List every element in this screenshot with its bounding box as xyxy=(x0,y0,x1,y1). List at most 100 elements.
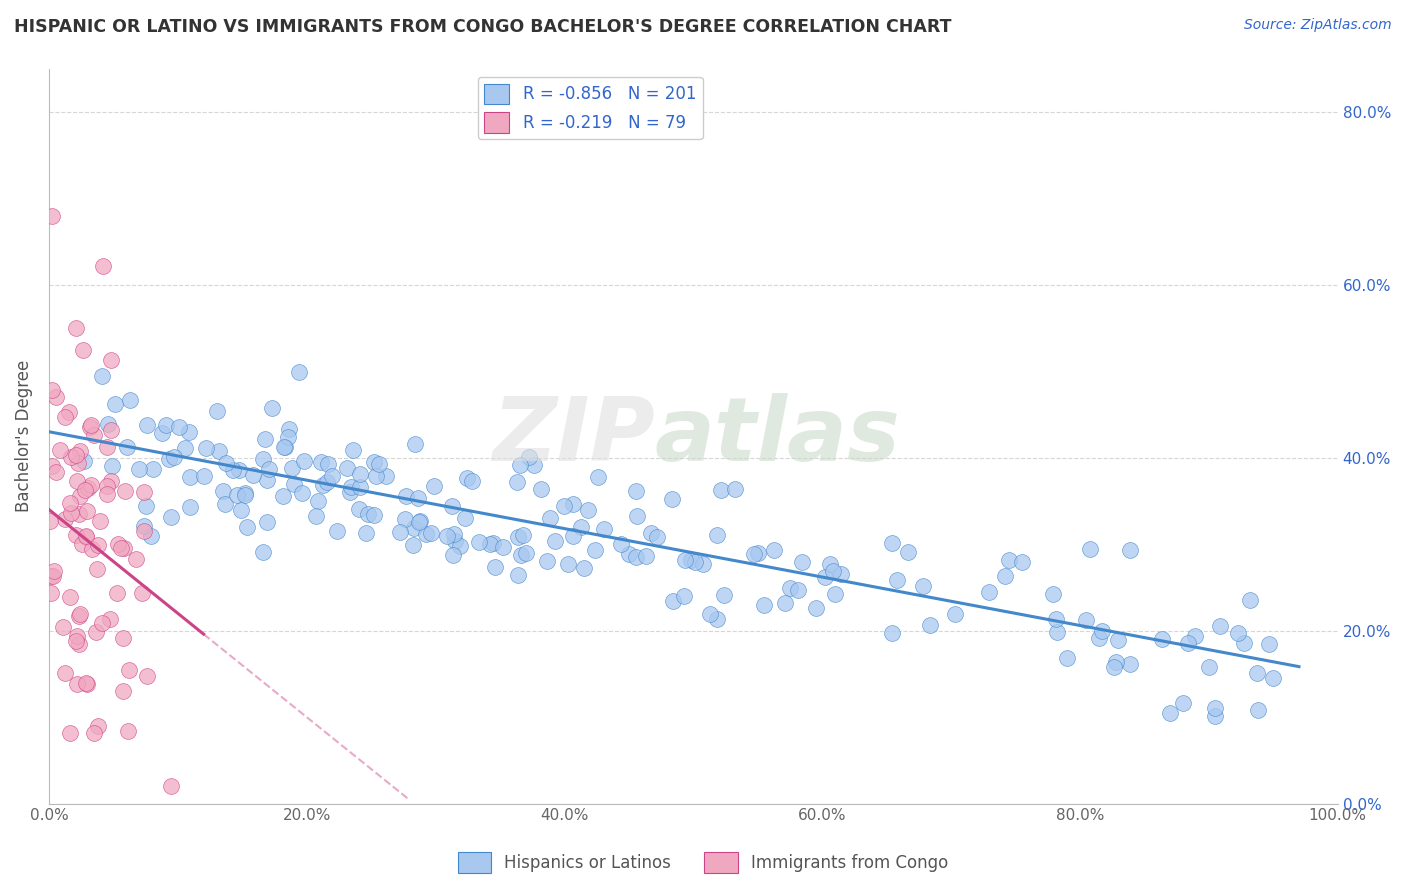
Point xyxy=(67,637,90,651)
Point xyxy=(70,537,93,551)
Point xyxy=(110,541,132,555)
Y-axis label: Bachelor's Degree: Bachelor's Degree xyxy=(15,360,32,512)
Legend: R = -0.856   N = 201, R = -0.219   N = 79: R = -0.856 N = 201, R = -0.219 N = 79 xyxy=(478,77,703,139)
Point xyxy=(111,631,134,645)
Point xyxy=(157,451,180,466)
Point xyxy=(316,475,339,490)
Point xyxy=(93,259,115,273)
Point xyxy=(742,548,765,562)
Point xyxy=(100,474,122,488)
Point xyxy=(107,585,129,599)
Point xyxy=(49,443,72,458)
Point xyxy=(882,536,904,550)
Point xyxy=(1074,613,1097,627)
Point xyxy=(1088,632,1111,646)
Point xyxy=(41,209,63,223)
Point xyxy=(752,598,775,612)
Point xyxy=(260,401,283,416)
Point xyxy=(1102,660,1125,674)
Point xyxy=(506,475,529,489)
Point xyxy=(943,607,966,622)
Point xyxy=(1011,555,1033,569)
Point xyxy=(271,489,294,503)
Point xyxy=(349,467,371,481)
Point xyxy=(59,590,82,604)
Point xyxy=(481,536,503,550)
Point xyxy=(42,565,65,579)
Point xyxy=(395,489,418,503)
Point xyxy=(453,511,475,525)
Point xyxy=(233,488,256,502)
Point xyxy=(389,524,412,539)
Point xyxy=(1119,543,1142,558)
Point xyxy=(1119,657,1142,671)
Point xyxy=(1078,541,1101,556)
Point xyxy=(523,458,546,472)
Point xyxy=(75,676,97,690)
Point xyxy=(814,570,837,584)
Point xyxy=(98,612,121,626)
Point xyxy=(142,462,165,476)
Point xyxy=(67,508,90,522)
Point xyxy=(226,488,249,502)
Point xyxy=(762,543,785,558)
Point xyxy=(117,663,139,677)
Point xyxy=(277,430,299,444)
Point xyxy=(517,450,540,464)
Point xyxy=(363,455,385,469)
Point xyxy=(273,441,295,455)
Point xyxy=(562,529,585,543)
Point xyxy=(1177,636,1199,650)
Point xyxy=(441,549,464,563)
Point xyxy=(231,502,253,516)
Point xyxy=(150,426,173,441)
Point xyxy=(409,515,432,529)
Point xyxy=(159,780,181,794)
Point xyxy=(882,626,904,640)
Point xyxy=(120,393,142,408)
Point xyxy=(830,566,852,581)
Point xyxy=(339,485,361,500)
Point xyxy=(557,557,579,571)
Point xyxy=(73,483,96,497)
Point xyxy=(419,525,441,540)
Point xyxy=(80,478,103,492)
Point xyxy=(806,600,828,615)
Point xyxy=(553,500,575,514)
Point xyxy=(1105,655,1128,669)
Legend: Hispanics or Latinos, Immigrants from Congo: Hispanics or Latinos, Immigrants from Co… xyxy=(451,846,955,880)
Point xyxy=(76,677,98,691)
Point xyxy=(125,551,148,566)
Point xyxy=(1150,632,1173,646)
Point xyxy=(661,491,683,506)
Point xyxy=(65,633,87,648)
Point xyxy=(84,625,107,640)
Point xyxy=(979,584,1001,599)
Point xyxy=(100,353,122,368)
Point xyxy=(193,468,215,483)
Text: atlas: atlas xyxy=(655,392,900,480)
Point xyxy=(375,468,398,483)
Point xyxy=(1209,618,1232,632)
Point xyxy=(72,343,94,357)
Point xyxy=(408,515,430,529)
Point xyxy=(136,669,159,683)
Point xyxy=(134,485,156,500)
Point xyxy=(321,469,343,483)
Point xyxy=(436,529,458,543)
Point xyxy=(342,443,364,458)
Point xyxy=(357,507,380,521)
Text: HISPANIC OR LATINO VS IMMIGRANTS FROM CONGO BACHELOR'S DEGREE CORRELATION CHART: HISPANIC OR LATINO VS IMMIGRANTS FROM CO… xyxy=(14,18,952,36)
Point xyxy=(82,542,104,557)
Point xyxy=(1184,629,1206,643)
Point xyxy=(91,368,114,383)
Point xyxy=(107,537,129,551)
Point xyxy=(59,507,82,521)
Point xyxy=(624,550,647,565)
Point xyxy=(112,541,135,555)
Point xyxy=(423,478,446,492)
Point xyxy=(402,521,425,535)
Point xyxy=(69,607,91,621)
Point xyxy=(1227,626,1250,640)
Point xyxy=(544,534,567,549)
